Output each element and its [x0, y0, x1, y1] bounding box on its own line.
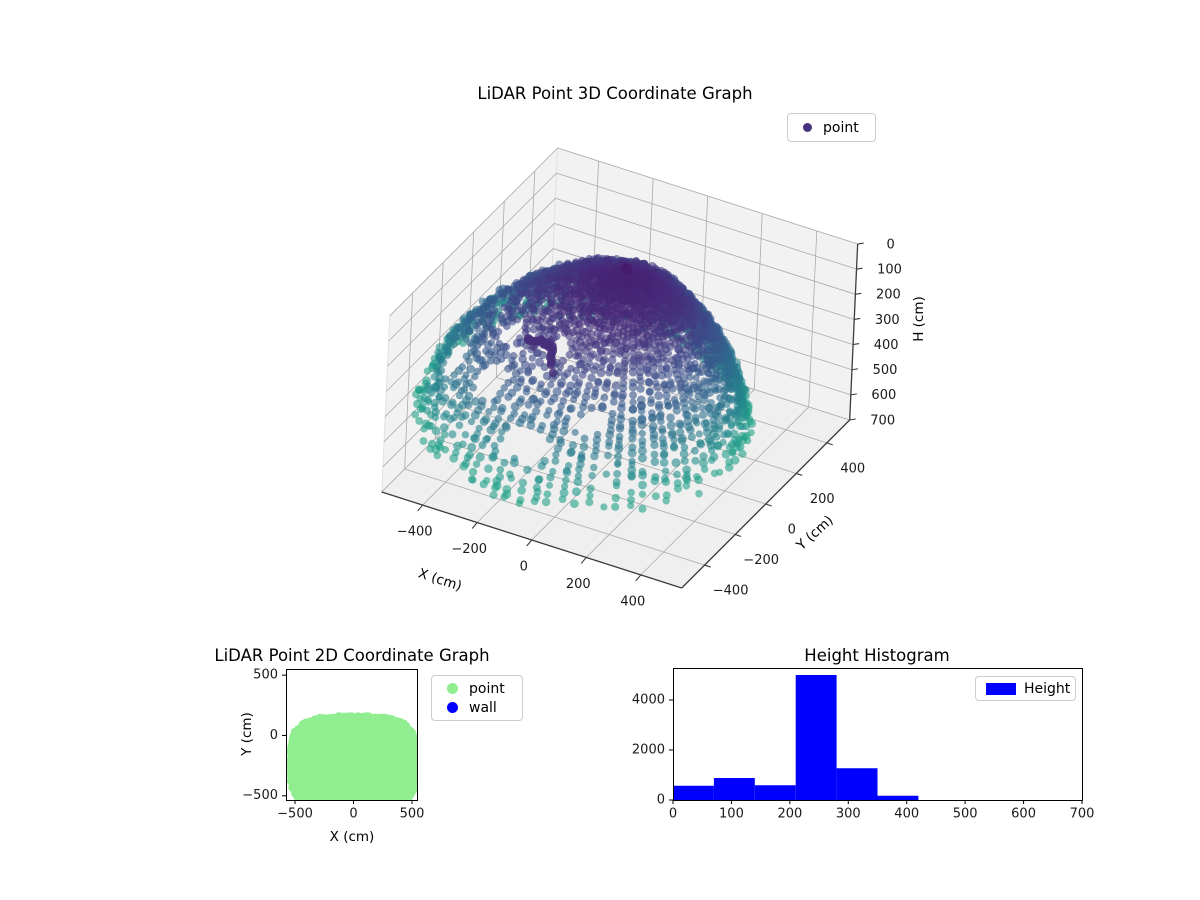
plot2d-legend: point wall — [431, 675, 523, 721]
plot2d-title: LiDAR Point 2D Coordinate Graph — [214, 646, 490, 665]
wall-marker-icon — [447, 702, 458, 713]
point-marker-icon — [447, 683, 458, 694]
legend-label: point — [823, 119, 859, 136]
legend-label: wall — [469, 699, 497, 716]
plot3d-zaxis-label: H (cm) — [911, 296, 927, 342]
legend-entry: point — [432, 679, 522, 698]
hist-title: Height Histogram — [804, 646, 950, 665]
legend-entry: point — [788, 118, 875, 137]
legend-entry: wall — [432, 698, 522, 717]
legend-label: point — [469, 680, 505, 697]
plot2d-xaxis-label: X (cm) — [329, 829, 375, 845]
plot3d-title: LiDAR Point 3D Coordinate Graph — [477, 84, 753, 103]
legend-label: Height — [1024, 680, 1071, 697]
plot3d-legend: point — [787, 113, 876, 142]
point-marker-icon — [803, 123, 812, 132]
height-bar-swatch-icon — [986, 682, 1016, 695]
plot2d-yaxis-label: Y (cm) — [239, 712, 255, 756]
legend-entry: Height — [976, 679, 1075, 698]
hist-legend: Height — [975, 676, 1076, 701]
